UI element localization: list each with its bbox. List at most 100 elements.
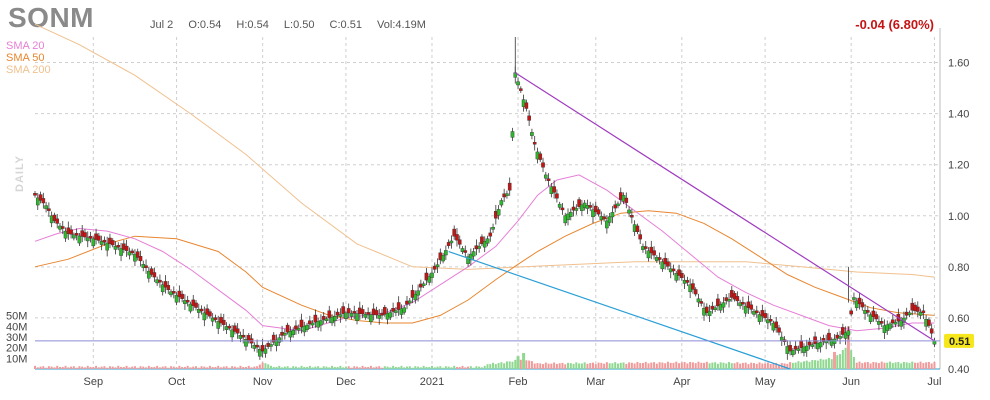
- volume-bar: [281, 367, 284, 369]
- volume-bar: [264, 363, 267, 369]
- volume-bar: [336, 366, 339, 369]
- candle-body: [843, 332, 848, 339]
- volume-bar: [419, 367, 422, 369]
- volume-bar: [200, 366, 203, 369]
- candle-body: [55, 218, 60, 224]
- candle-body: [432, 265, 437, 270]
- volume-bar: [145, 367, 148, 369]
- volume-bar: [508, 361, 511, 369]
- volume-bar: [728, 362, 731, 369]
- candle-body: [929, 328, 934, 334]
- candle-body: [779, 336, 784, 341]
- volume-bar: [866, 361, 869, 369]
- volume-bar: [777, 364, 780, 369]
- volume-bar: [472, 367, 475, 369]
- volume-bar: [686, 363, 689, 369]
- volume-bar: [353, 366, 356, 369]
- candle-body: [507, 182, 512, 191]
- candle-body: [308, 320, 312, 325]
- volume-bar: [433, 367, 436, 369]
- candle-body: [879, 321, 884, 324]
- resistance-trendline: [514, 72, 935, 342]
- volume-bar: [889, 361, 892, 369]
- volume-bar: [375, 366, 378, 369]
- volume-bar: [294, 366, 297, 369]
- candle-body: [455, 234, 459, 241]
- volume-bar: [633, 363, 636, 369]
- ticker-symbol: SONM: [8, 2, 94, 33]
- candle-body: [144, 265, 148, 268]
- volume-bar: [61, 366, 64, 369]
- candle-body: [893, 321, 898, 325]
- candle-body: [635, 225, 640, 233]
- candle-body: [671, 268, 676, 272]
- candle-body: [691, 283, 695, 290]
- candle-body: [463, 250, 468, 253]
- candle-body: [135, 251, 140, 258]
- volume-bar: [403, 367, 406, 369]
- volume-bar: [219, 367, 222, 369]
- volume-bar: [497, 363, 500, 369]
- volume-bar: [53, 367, 56, 369]
- candle-body: [427, 276, 432, 283]
- volume-bar: [664, 363, 667, 369]
- candle-body: [83, 232, 87, 238]
- volume-bar: [908, 363, 911, 369]
- volume-bar: [714, 362, 717, 369]
- candle-body: [477, 246, 481, 249]
- candle-body: [258, 348, 262, 357]
- volume-bar: [153, 366, 156, 369]
- candle-body: [860, 302, 865, 308]
- volume-bar: [711, 362, 714, 369]
- volume-bar: [369, 365, 372, 369]
- volume-bar: [578, 363, 581, 369]
- legend-sma20: SMA 20: [6, 40, 45, 52]
- volume-bar: [289, 367, 292, 369]
- volume-bar: [483, 365, 486, 369]
- legend-sma50: SMA 50: [6, 52, 45, 64]
- candle-body: [927, 319, 931, 326]
- volume-bar: [475, 366, 478, 369]
- volume-bar: [422, 365, 425, 369]
- candle-body: [127, 251, 132, 256]
- candle-body: [849, 310, 853, 315]
- volume-bar: [639, 363, 642, 369]
- candle-body: [557, 203, 562, 208]
- candle-body: [821, 338, 826, 342]
- volume-bar: [614, 362, 617, 369]
- volume-bar: [467, 366, 470, 369]
- candle-body: [444, 250, 448, 256]
- volume-bar: [308, 365, 311, 369]
- candle-body: [743, 305, 748, 314]
- volume-bar: [378, 366, 381, 369]
- volume-bar: [311, 367, 314, 369]
- volume-bar: [894, 362, 897, 369]
- volume-bar: [764, 363, 767, 369]
- volume-bar: [275, 366, 278, 369]
- candle-body: [274, 339, 279, 347]
- volume-bar: [630, 362, 633, 369]
- volume-bars: [34, 326, 936, 369]
- candle-body: [382, 307, 387, 315]
- volume-bar: [139, 366, 142, 369]
- candle-body: [596, 209, 601, 215]
- volume-bar: [478, 366, 481, 369]
- candle-body: [333, 316, 337, 322]
- volume-bar: [594, 364, 597, 369]
- volume-bar: [455, 366, 458, 369]
- volume-bar: [861, 363, 864, 369]
- volume-bar: [461, 365, 464, 369]
- candle-body: [296, 327, 301, 331]
- volume-bar: [367, 366, 370, 369]
- volume-bar: [877, 363, 880, 369]
- volume-bar: [411, 367, 414, 369]
- volume-bar: [669, 362, 672, 369]
- volume-bar: [136, 367, 139, 369]
- volume-bar: [47, 366, 50, 369]
- volume-bar: [164, 366, 167, 369]
- volume-bar: [519, 359, 522, 369]
- volume-bar: [225, 366, 228, 369]
- volume-bar: [236, 367, 239, 369]
- candle-body: [915, 306, 920, 312]
- candle-body: [788, 345, 792, 352]
